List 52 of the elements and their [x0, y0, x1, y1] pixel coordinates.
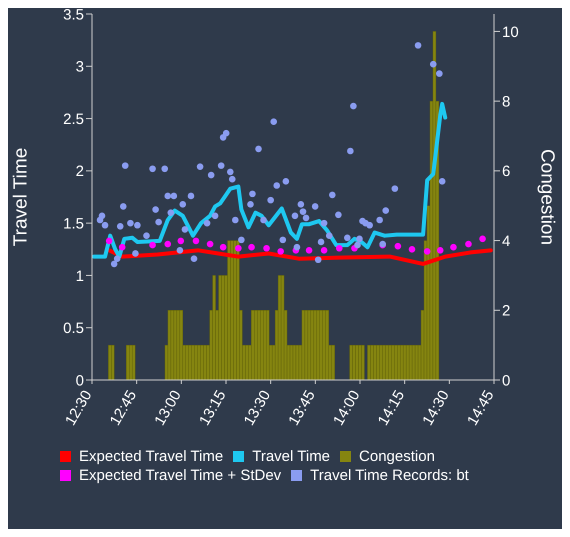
point: [424, 248, 430, 255]
y2-tick-label: 8: [502, 93, 510, 110]
point: [320, 247, 328, 254]
point: [336, 244, 343, 252]
legend-label: Expected Travel Time + StDev: [78, 467, 282, 484]
point: [306, 247, 312, 254]
y-tick-label: 0.5: [63, 320, 84, 338]
point: [479, 236, 486, 242]
point: [235, 244, 242, 252]
point: [277, 248, 284, 255]
point: [450, 244, 457, 250]
y2-axis-title: Congestion: [536, 148, 558, 246]
line-series: [107, 248, 493, 266]
legend-label: Travel Time Records: bt: [309, 467, 469, 484]
y-tick-label: 1: [76, 268, 84, 285]
point: [192, 238, 200, 244]
bar: [332, 344, 335, 380]
point: [206, 240, 214, 248]
bar: [266, 310, 270, 380]
point: [436, 247, 444, 254]
point: [164, 240, 172, 248]
bar: [361, 344, 365, 380]
y2-tick-label: 6: [502, 163, 510, 180]
point: [177, 238, 184, 244]
point: [465, 240, 472, 248]
y2-tick-label: 10: [502, 24, 519, 41]
y2-tick-label: 4: [502, 232, 510, 250]
point: [106, 238, 112, 244]
y-tick-label: 0: [76, 372, 84, 390]
y-axis-title: Travel Time: [10, 148, 32, 246]
y-tick-label: 3.5: [63, 6, 84, 24]
y-tick-label: 2.5: [63, 110, 84, 128]
legend-label: Expected Travel Time: [78, 448, 224, 465]
y2-tick-label: 2: [502, 302, 510, 320]
y-tick-label: 1.5: [63, 215, 84, 232]
point: [149, 242, 156, 248]
bar: [212, 275, 216, 380]
bar: [132, 344, 136, 380]
y-tick-label: 3: [76, 58, 84, 76]
legend-label: Travel Time: [251, 448, 330, 465]
legend-label: Congestion: [358, 448, 435, 465]
point: [248, 244, 255, 250]
point: [220, 244, 226, 250]
bar: [326, 310, 329, 380]
y2-tick-label: 0: [502, 372, 510, 390]
y-tick-label: 2: [76, 163, 84, 180]
bar: [180, 310, 184, 380]
bar: [111, 344, 115, 380]
point: [118, 244, 126, 250]
point: [408, 246, 416, 253]
point: [263, 244, 270, 252]
point: [394, 242, 402, 250]
